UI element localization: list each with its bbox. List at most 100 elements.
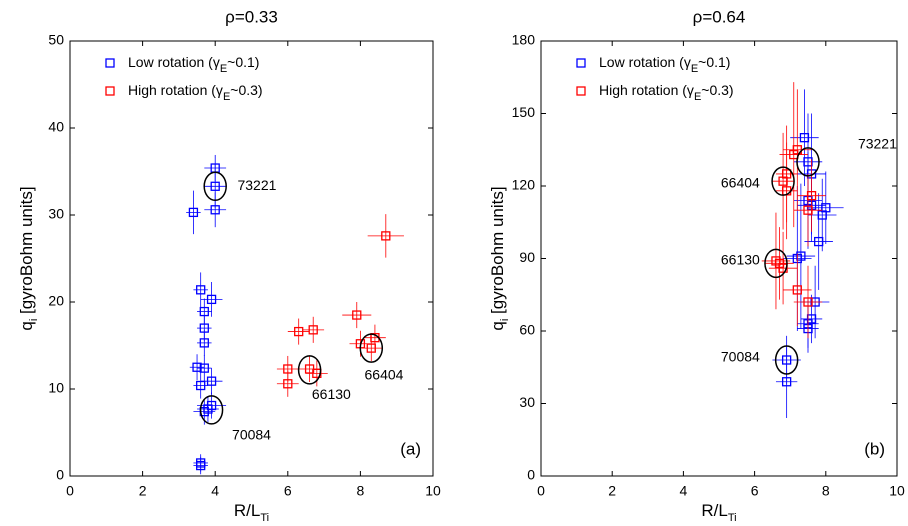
subscript: Ti [260, 512, 269, 524]
y-axis-label: qi [gyroBohm units] [488, 186, 510, 330]
y-tick-label: 150 [512, 104, 536, 120]
x-tick-label: 4 [211, 483, 219, 499]
annotation-label: 70084 [232, 427, 271, 443]
data-point [803, 297, 813, 307]
x-tick-label: 6 [284, 483, 292, 499]
annotation-label: 66130 [312, 386, 351, 402]
data-point [196, 285, 206, 295]
annotation-ellipse [774, 345, 799, 375]
annotation-ellipse [796, 147, 820, 177]
data-point [188, 207, 199, 218]
text-part: q [17, 321, 36, 330]
annotation-ellipse [771, 166, 795, 196]
text-part: R/L [234, 501, 260, 520]
x-tick-label: 8 [822, 483, 830, 499]
annotation-ellipse [199, 395, 224, 425]
data-point [803, 205, 813, 215]
text-part: q [488, 321, 507, 330]
data-point [781, 355, 792, 365]
y-axis-label: qi [gyroBohm units] [17, 186, 39, 330]
subscript: E [694, 91, 701, 103]
annotation-label: 70084 [721, 348, 760, 364]
data-point [308, 325, 318, 335]
y-tick-label: 10 [48, 380, 64, 396]
y-tick-label: 60 [519, 322, 535, 338]
data-point [196, 460, 206, 471]
text-part: [gyroBohm units] [17, 186, 36, 318]
legend-marker [105, 86, 115, 96]
legend-marker [105, 58, 115, 68]
y-tick-label: 0 [527, 467, 535, 483]
x-tick-label: 4 [680, 483, 688, 499]
y-tick-label: 180 [512, 32, 536, 48]
x-tick-label: 10 [889, 483, 905, 499]
text-part: Low rotation (γ [599, 54, 691, 70]
text-part: High rotation (γ [128, 82, 223, 98]
data-point [817, 210, 827, 220]
data-point [814, 236, 824, 247]
data-point [799, 133, 810, 143]
legend-marker [576, 86, 586, 96]
legend-label: Low rotation (γE~0.1) [128, 54, 259, 75]
y-tick-label: 30 [48, 206, 64, 222]
legend-label: High rotation (γE~0.3) [599, 82, 734, 103]
data-point [781, 377, 792, 387]
annotation-label: 73221 [237, 177, 276, 193]
legend-label: High rotation (γE~0.3) [128, 82, 263, 103]
y-tick-label: 40 [48, 119, 64, 135]
data-point [206, 294, 217, 305]
panel-title: ρ=0.33 [225, 7, 278, 26]
x-tick-label: 2 [608, 483, 616, 499]
subscript: E [220, 63, 227, 75]
data-point [196, 380, 206, 391]
x-tick-label: 0 [537, 483, 545, 499]
annotation-ellipse [203, 171, 227, 202]
data-point [199, 338, 209, 348]
annotation-label: 66404 [365, 367, 404, 383]
text-part: ~0.1) [698, 54, 730, 70]
panel-title: ρ=0.64 [693, 7, 746, 26]
data-point [778, 176, 788, 186]
annotation-label: 66130 [721, 252, 760, 268]
data-point [294, 326, 304, 337]
data-point [283, 364, 293, 374]
y-tick-label: 20 [48, 293, 64, 309]
data-point [199, 323, 209, 333]
data-point [366, 343, 376, 353]
y-tick-label: 30 [519, 394, 535, 410]
x-axis-label: R/LTi [234, 501, 269, 523]
axes-frame [540, 40, 898, 477]
data-point [199, 363, 209, 373]
data-point [192, 362, 202, 372]
annotation-label: 66404 [721, 174, 760, 190]
legend-label: Low rotation (γE~0.1) [599, 54, 730, 75]
text-part: ~0.3) [230, 82, 262, 98]
data-point [210, 205, 220, 215]
x-tick-label: 0 [66, 483, 74, 499]
text-part: R/L [701, 501, 727, 520]
data-point [283, 379, 293, 389]
subscript: i [28, 319, 40, 321]
text-part: ~0.1) [227, 54, 259, 70]
x-tick-label: 6 [751, 483, 759, 499]
subscript: i [499, 319, 511, 321]
data-point [806, 191, 817, 201]
text-part: Low rotation (γ [128, 54, 220, 70]
data-point [210, 181, 220, 191]
subscript: Ti [728, 512, 737, 524]
data-point [206, 376, 217, 386]
y-tick-label: 90 [519, 249, 535, 265]
annotation-ellipse [359, 333, 384, 363]
data-point [199, 306, 209, 317]
text-part: ~0.3) [701, 82, 733, 98]
panel-label: (b) [864, 439, 885, 458]
axes-frame [69, 40, 434, 477]
subscript: E [691, 63, 698, 75]
y-tick-label: 50 [48, 32, 64, 48]
annotation-label: 73221 [858, 136, 897, 152]
annotation-ellipse [297, 355, 322, 385]
data-point [352, 310, 362, 320]
data-point [803, 157, 813, 167]
annotation-ellipse [764, 248, 788, 279]
